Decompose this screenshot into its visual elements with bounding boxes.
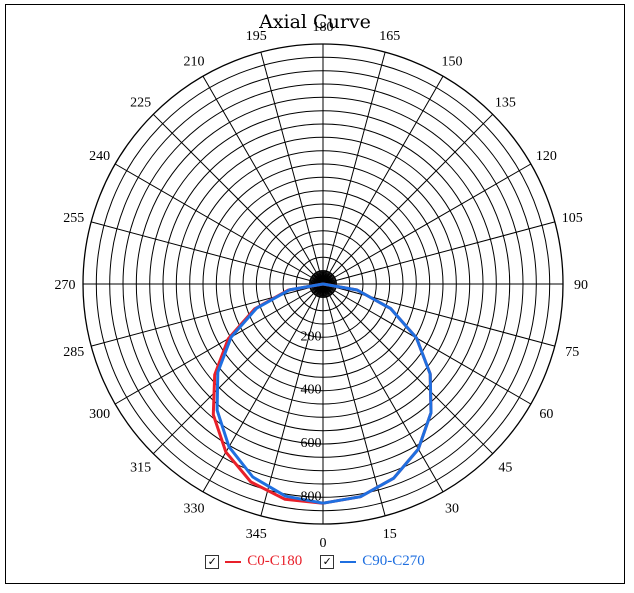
grid-spoke: [91, 221, 324, 285]
radial-label-600: 600: [301, 436, 322, 451]
radial-label-200: 200: [301, 329, 322, 344]
angle-label-285: 285: [63, 345, 84, 360]
grid-spoke: [322, 75, 444, 285]
polar-chart: 0 15 30 45 60 75 90 105 120 135 150 165 180 195 210 225…: [55, 20, 589, 551]
angle-label-240: 240: [89, 149, 110, 164]
angle-label-90: 90: [574, 278, 588, 293]
grid-spoke: [322, 163, 532, 285]
checkbox-icon[interactable]: ✓: [205, 554, 220, 569]
radial-label-800: 800: [301, 489, 322, 504]
grid-spoke: [114, 163, 324, 285]
grid-spoke: [202, 283, 324, 493]
grid-spoke: [322, 283, 532, 405]
grid-spoke: [91, 283, 324, 347]
grid-spoke: [322, 283, 555, 347]
chart-title: Axial Curve: [259, 11, 371, 33]
grid-spoke: [260, 283, 324, 516]
legend-line-c90-c270: [340, 560, 357, 563]
angle-label-270: 270: [55, 278, 76, 293]
angle-label-210: 210: [184, 55, 205, 70]
angle-label-330: 330: [184, 501, 205, 516]
angle-label-300: 300: [89, 407, 110, 422]
angle-label-165: 165: [379, 29, 400, 44]
angle-label-225: 225: [130, 96, 151, 111]
grid-spoke: [152, 283, 324, 455]
angle-label-135: 135: [495, 96, 516, 111]
grid-spoke: [322, 283, 444, 493]
legend-label-c90-c270: C90-C270: [362, 553, 425, 569]
series-line-c90-c270: [215, 282, 433, 505]
legend: ✓ C0-C180 ✓ C90-C270: [6, 553, 624, 570]
angle-label-180: 180: [313, 20, 334, 35]
grid-spoke: [114, 283, 324, 405]
angle-label-30: 30: [445, 501, 459, 516]
grid-spoke: [322, 283, 386, 516]
angle-label-315: 315: [130, 460, 151, 475]
grid-spoke: [322, 113, 494, 285]
angle-label-345: 345: [246, 527, 267, 542]
grid-spoke: [322, 52, 386, 285]
legend-item-c0-c180[interactable]: ✓ C0-C180: [205, 553, 302, 570]
legend-label-c0-c180: C0-C180: [247, 553, 303, 569]
grid-spoke: [152, 113, 324, 285]
angle-label-0: 0: [320, 536, 327, 551]
radial-label-400: 400: [301, 383, 322, 398]
chart-frame: 0 15 30 45 60 75 90 105 120 135 150 165 180 195 210 225…: [5, 4, 625, 584]
legend-item-c90-c270[interactable]: ✓ C90-C270: [320, 553, 425, 570]
angle-label-255: 255: [63, 211, 84, 226]
angle-label-105: 105: [562, 211, 583, 226]
angle-label-150: 150: [442, 55, 463, 70]
angle-label-45: 45: [498, 460, 512, 475]
checkbox-icon[interactable]: ✓: [320, 554, 335, 569]
grid-spoke: [322, 221, 555, 285]
angle-label-60: 60: [539, 407, 553, 422]
legend-line-c0-c180: [225, 560, 242, 563]
grid-spoke: [202, 75, 324, 285]
grid-spoke: [260, 52, 324, 285]
angle-label-120: 120: [536, 149, 557, 164]
grid-spoke: [322, 283, 494, 455]
angle-label-195: 195: [246, 29, 267, 44]
angle-label-75: 75: [565, 345, 579, 360]
angle-label-15: 15: [383, 527, 397, 542]
